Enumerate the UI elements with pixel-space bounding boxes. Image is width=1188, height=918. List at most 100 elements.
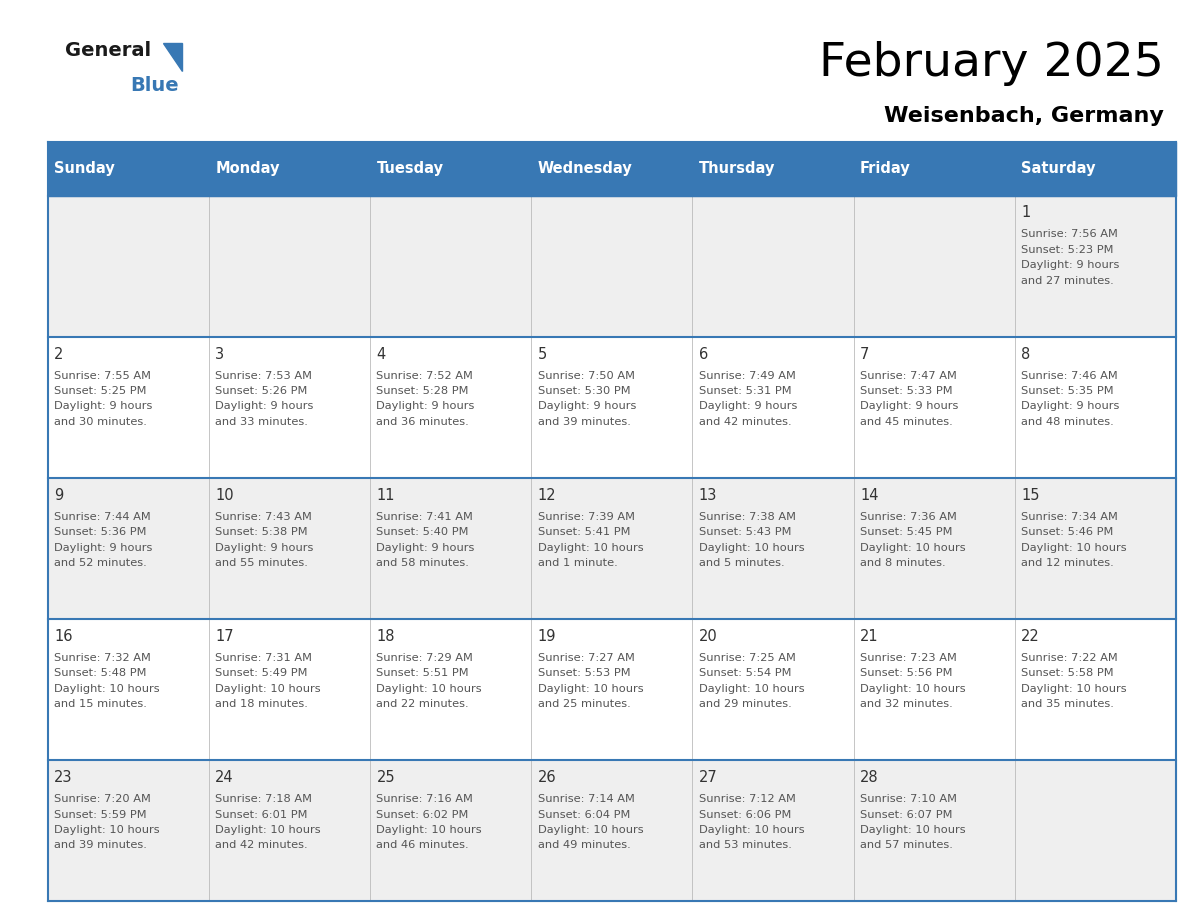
Text: 18: 18 bbox=[377, 629, 394, 644]
Text: and 46 minutes.: and 46 minutes. bbox=[377, 840, 469, 850]
Text: Sunrise: 7:39 AM: Sunrise: 7:39 AM bbox=[538, 512, 634, 521]
Text: Sunrise: 7:22 AM: Sunrise: 7:22 AM bbox=[1022, 653, 1118, 663]
Text: Daylight: 10 hours: Daylight: 10 hours bbox=[699, 543, 804, 553]
Bar bbox=[369, 142, 531, 196]
Text: and 48 minutes.: and 48 minutes. bbox=[1022, 417, 1114, 427]
Bar bbox=[48, 337, 1176, 478]
Text: General: General bbox=[65, 41, 151, 61]
Text: and 15 minutes.: and 15 minutes. bbox=[53, 700, 147, 709]
Text: Daylight: 9 hours: Daylight: 9 hours bbox=[1022, 401, 1120, 411]
Text: 4: 4 bbox=[377, 347, 386, 362]
Text: and 42 minutes.: and 42 minutes. bbox=[699, 417, 791, 427]
Text: 15: 15 bbox=[1022, 487, 1040, 503]
Text: Sunset: 5:58 PM: Sunset: 5:58 PM bbox=[1022, 668, 1114, 678]
Text: Sunrise: 7:44 AM: Sunrise: 7:44 AM bbox=[53, 512, 151, 521]
Text: and 8 minutes.: and 8 minutes. bbox=[860, 558, 946, 568]
Bar bbox=[854, 142, 1015, 196]
Text: and 25 minutes.: and 25 minutes. bbox=[538, 700, 631, 709]
Text: 26: 26 bbox=[538, 770, 556, 785]
Text: Monday: Monday bbox=[215, 162, 279, 176]
Text: and 18 minutes.: and 18 minutes. bbox=[215, 700, 308, 709]
Text: 10: 10 bbox=[215, 487, 234, 503]
Text: Blue: Blue bbox=[131, 76, 179, 95]
Text: and 35 minutes.: and 35 minutes. bbox=[1022, 700, 1114, 709]
Text: 12: 12 bbox=[538, 487, 556, 503]
Text: Sunset: 5:51 PM: Sunset: 5:51 PM bbox=[377, 668, 469, 678]
Text: Sunrise: 7:14 AM: Sunrise: 7:14 AM bbox=[538, 794, 634, 804]
Text: Daylight: 10 hours: Daylight: 10 hours bbox=[377, 684, 482, 694]
Text: Sunrise: 7:34 AM: Sunrise: 7:34 AM bbox=[1022, 512, 1118, 521]
Text: Sunset: 6:07 PM: Sunset: 6:07 PM bbox=[860, 810, 953, 820]
Text: 21: 21 bbox=[860, 629, 879, 644]
Text: 22: 22 bbox=[1022, 629, 1040, 644]
Text: and 45 minutes.: and 45 minutes. bbox=[860, 417, 953, 427]
Text: Daylight: 9 hours: Daylight: 9 hours bbox=[538, 401, 636, 411]
Text: Daylight: 10 hours: Daylight: 10 hours bbox=[860, 825, 966, 835]
Text: Wednesday: Wednesday bbox=[538, 162, 632, 176]
Text: Sunrise: 7:47 AM: Sunrise: 7:47 AM bbox=[860, 371, 958, 381]
Text: Sunrise: 7:27 AM: Sunrise: 7:27 AM bbox=[538, 653, 634, 663]
Text: Sunrise: 7:43 AM: Sunrise: 7:43 AM bbox=[215, 512, 312, 521]
Text: Saturday: Saturday bbox=[1022, 162, 1095, 176]
Text: Daylight: 10 hours: Daylight: 10 hours bbox=[377, 825, 482, 835]
Text: Weisenbach, Germany: Weisenbach, Germany bbox=[884, 106, 1164, 126]
Text: and 39 minutes.: and 39 minutes. bbox=[53, 840, 147, 850]
Text: Sunrise: 7:50 AM: Sunrise: 7:50 AM bbox=[538, 371, 634, 381]
Text: Daylight: 9 hours: Daylight: 9 hours bbox=[860, 401, 959, 411]
Text: Sunrise: 7:49 AM: Sunrise: 7:49 AM bbox=[699, 371, 796, 381]
Text: Sunset: 5:25 PM: Sunset: 5:25 PM bbox=[53, 386, 146, 396]
Text: and 33 minutes.: and 33 minutes. bbox=[215, 417, 308, 427]
Text: Daylight: 10 hours: Daylight: 10 hours bbox=[1022, 684, 1127, 694]
Text: Daylight: 10 hours: Daylight: 10 hours bbox=[699, 684, 804, 694]
Text: Sunrise: 7:29 AM: Sunrise: 7:29 AM bbox=[377, 653, 473, 663]
Text: 7: 7 bbox=[860, 347, 870, 362]
Text: Sunset: 5:28 PM: Sunset: 5:28 PM bbox=[377, 386, 469, 396]
Text: Sunset: 6:04 PM: Sunset: 6:04 PM bbox=[538, 810, 630, 820]
Text: Sunrise: 7:25 AM: Sunrise: 7:25 AM bbox=[699, 653, 796, 663]
Text: Thursday: Thursday bbox=[699, 162, 776, 176]
Text: Daylight: 9 hours: Daylight: 9 hours bbox=[53, 543, 152, 553]
Text: and 55 minutes.: and 55 minutes. bbox=[215, 558, 308, 568]
Text: and 39 minutes.: and 39 minutes. bbox=[538, 417, 631, 427]
Text: Sunrise: 7:18 AM: Sunrise: 7:18 AM bbox=[215, 794, 312, 804]
Text: Sunset: 5:41 PM: Sunset: 5:41 PM bbox=[538, 527, 630, 537]
Text: Tuesday: Tuesday bbox=[377, 162, 443, 176]
Text: and 12 minutes.: and 12 minutes. bbox=[1022, 558, 1114, 568]
Text: Daylight: 9 hours: Daylight: 9 hours bbox=[699, 401, 797, 411]
Text: Daylight: 9 hours: Daylight: 9 hours bbox=[377, 543, 475, 553]
Text: Sunset: 6:06 PM: Sunset: 6:06 PM bbox=[699, 810, 791, 820]
Text: and 53 minutes.: and 53 minutes. bbox=[699, 840, 791, 850]
Text: Daylight: 10 hours: Daylight: 10 hours bbox=[53, 684, 159, 694]
Text: Daylight: 10 hours: Daylight: 10 hours bbox=[1022, 543, 1127, 553]
Text: Sunset: 5:30 PM: Sunset: 5:30 PM bbox=[538, 386, 631, 396]
Text: 14: 14 bbox=[860, 487, 879, 503]
Text: Sunrise: 7:41 AM: Sunrise: 7:41 AM bbox=[377, 512, 473, 521]
Text: 6: 6 bbox=[699, 347, 708, 362]
Bar bbox=[209, 142, 369, 196]
Text: Sunrise: 7:46 AM: Sunrise: 7:46 AM bbox=[1022, 371, 1118, 381]
Text: 20: 20 bbox=[699, 629, 718, 644]
Text: Daylight: 10 hours: Daylight: 10 hours bbox=[53, 825, 159, 835]
Text: and 1 minute.: and 1 minute. bbox=[538, 558, 618, 568]
Bar bbox=[48, 196, 1176, 337]
Text: Daylight: 10 hours: Daylight: 10 hours bbox=[538, 684, 643, 694]
Text: Daylight: 9 hours: Daylight: 9 hours bbox=[377, 401, 475, 411]
Bar bbox=[48, 760, 1176, 901]
Text: Sunset: 5:36 PM: Sunset: 5:36 PM bbox=[53, 527, 146, 537]
Bar bbox=[48, 142, 209, 196]
Text: Friday: Friday bbox=[860, 162, 911, 176]
Text: and 52 minutes.: and 52 minutes. bbox=[53, 558, 147, 568]
Text: 11: 11 bbox=[377, 487, 394, 503]
Text: 5: 5 bbox=[538, 347, 546, 362]
Text: Sunset: 5:48 PM: Sunset: 5:48 PM bbox=[53, 668, 146, 678]
Text: Daylight: 10 hours: Daylight: 10 hours bbox=[538, 825, 643, 835]
Text: and 32 minutes.: and 32 minutes. bbox=[860, 700, 953, 709]
Text: 24: 24 bbox=[215, 770, 234, 785]
Text: Sunrise: 7:32 AM: Sunrise: 7:32 AM bbox=[53, 653, 151, 663]
Bar bbox=[48, 619, 1176, 760]
Text: and 36 minutes.: and 36 minutes. bbox=[377, 417, 469, 427]
Bar bbox=[1015, 142, 1176, 196]
Text: Daylight: 9 hours: Daylight: 9 hours bbox=[53, 401, 152, 411]
Text: Daylight: 10 hours: Daylight: 10 hours bbox=[860, 543, 966, 553]
Text: 25: 25 bbox=[377, 770, 396, 785]
